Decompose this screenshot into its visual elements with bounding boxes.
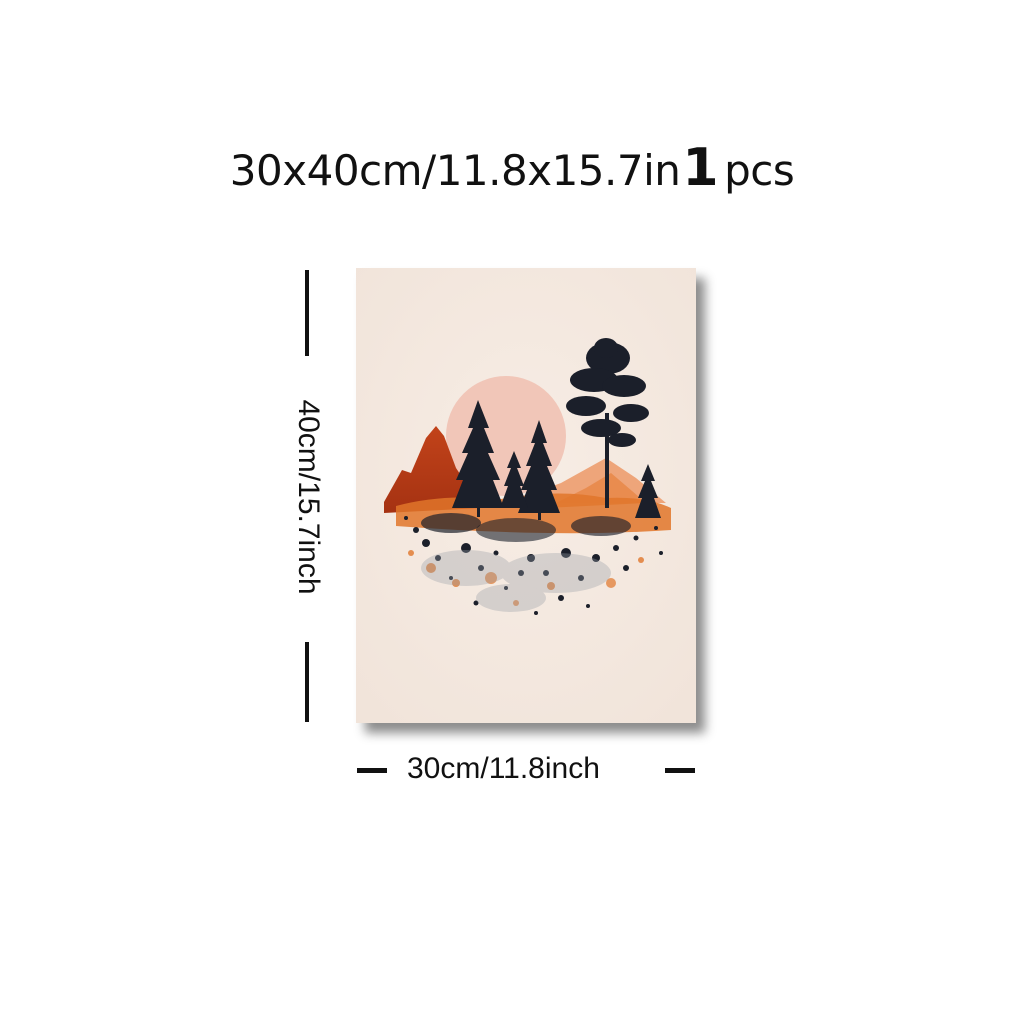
mountain-red — [384, 426, 481, 513]
height-dimension-line-bottom — [305, 642, 309, 722]
width-dimension-line-left — [357, 768, 387, 773]
size-headline: 30x40cm/11.8x15.7in1 pcs — [0, 138, 1024, 198]
width-label: 30cm/11.8inch — [407, 752, 600, 785]
size-text: 30x40cm/11.8x15.7in — [229, 146, 681, 195]
grey-wash — [421, 550, 611, 612]
pine-trees — [452, 400, 661, 520]
height-label: 40cm/15.7inch — [292, 399, 325, 595]
ink-splatter — [404, 513, 663, 615]
tall-pine — [566, 338, 649, 508]
quantity-unit: pcs — [724, 146, 795, 195]
orange-splatter — [408, 550, 644, 606]
height-dimension-line-top — [305, 270, 309, 356]
landscape-artwork — [356, 268, 696, 723]
width-dimension-line-right — [665, 768, 695, 773]
canvas-print — [356, 268, 696, 723]
quantity-number: 1 — [682, 138, 719, 198]
